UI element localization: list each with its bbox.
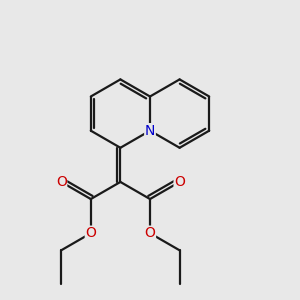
Text: O: O	[145, 226, 155, 240]
Text: O: O	[56, 175, 67, 189]
Text: O: O	[85, 226, 96, 240]
Text: N: N	[145, 124, 155, 138]
Text: O: O	[174, 175, 185, 189]
